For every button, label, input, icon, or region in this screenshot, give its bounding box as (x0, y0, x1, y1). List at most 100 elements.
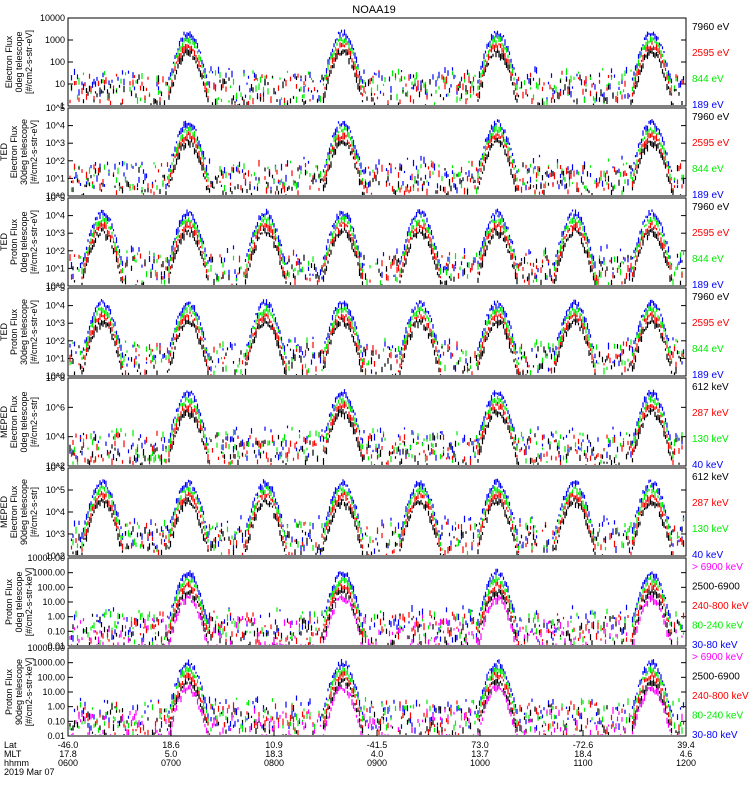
y-tick-label: 10^2 (46, 156, 65, 166)
y-tick-label: 10 (55, 79, 65, 89)
y-axis-label: Proton Flux (9, 218, 19, 265)
legend-entry: 80-240 keV (692, 711, 743, 722)
legend-entry: 287 keV (692, 408, 729, 419)
series-trace (69, 678, 680, 735)
panel-frame (67, 377, 687, 467)
series-trace (69, 389, 683, 463)
y-axis-label: 0deg telescope (19, 391, 29, 452)
series-trace (69, 311, 685, 375)
y-axis-label: Proton Flux (4, 668, 14, 715)
figure-title: NOAA19 (352, 4, 395, 16)
series-trace (70, 317, 682, 375)
y-tick-label: 0.01 (47, 731, 65, 741)
series-trace (78, 215, 685, 285)
tick-hhmm: 1000 (470, 758, 490, 768)
y-axis-label: Proton Flux (4, 578, 14, 625)
y-tick-label: 10^3 (46, 138, 65, 148)
y-tick-label: 1 (60, 101, 65, 111)
tick-mlt: 18.3 (265, 749, 283, 759)
legend-entry: 7960 eV (692, 202, 730, 213)
y-axis-label: [#/cm2-s-str-eV] (29, 120, 39, 184)
legend-entry: > 6900 keV (692, 652, 743, 663)
series-trace (70, 568, 683, 644)
y-axis-label: Electron Flux (4, 35, 14, 88)
legend-entry: 7960 eV (692, 292, 730, 303)
series-trace (72, 587, 680, 645)
legend-entry: 30-80 keV (692, 640, 738, 651)
legend-entry: 7960 eV (692, 22, 730, 33)
legend-entry: 612 keV (692, 382, 729, 393)
y-tick-label: 10^2 (46, 336, 65, 346)
y-tick-label: 10^5 (46, 103, 65, 113)
panel-frame (67, 107, 687, 197)
y-tick-label: 10^4 (46, 211, 65, 221)
y-tick-label: 10^4 (46, 301, 65, 311)
tick-mlt: 5.0 (165, 749, 178, 759)
y-tick-label: 0.10 (47, 716, 65, 726)
series-trace (70, 125, 685, 195)
panel-5: 10^2 10^4 10^6 10^8 MEPED Electron Flux 0deg t… (0, 373, 729, 471)
panel-2: 10^0 10^1 10^2 10^3 10^4 10^5 TED Electron Flux… (0, 103, 730, 201)
panel-1: 1 10 100 1000 10000 Electron Flux 0deg telesco… (4, 13, 730, 111)
tick-hhmm: 1100 (573, 758, 592, 768)
tick-mlt: 13.7 (471, 749, 489, 759)
legend-entry: > 6900 keV (692, 562, 743, 573)
y-tick-label: 10^3 (46, 529, 65, 539)
tick-lat: -46.0 (58, 740, 79, 750)
series-trace (72, 575, 685, 645)
y-axis-label: 90deg telescope (14, 659, 24, 725)
series-trace (70, 491, 685, 555)
y-tick-label: 10^3 (46, 318, 65, 328)
y-tick-label: 10000.00 (27, 553, 65, 563)
footer-row-label: MLT (4, 749, 22, 759)
y-axis-label: TED (0, 322, 9, 341)
y-axis-label: Proton Flux (9, 308, 19, 355)
y-tick-label: 10^4 (46, 121, 65, 131)
legend-entry: 2595 eV (692, 138, 730, 149)
y-tick-label: 10^5 (46, 283, 65, 293)
series-trace (70, 137, 685, 195)
y-tick-label: 10^0 (46, 371, 65, 381)
y-tick-label: 0.10 (47, 626, 65, 636)
series-trace (72, 484, 685, 555)
legend-entry: 844 eV (692, 254, 724, 265)
tick-lat: -41.5 (367, 740, 388, 750)
legend-entry: 240-800 keV (692, 691, 749, 702)
legend-entry: 189 eV (692, 370, 724, 381)
legend-entry: 240-800 keV (692, 601, 749, 612)
tick-lat: -72.6 (573, 740, 594, 750)
legend-entry: 189 eV (692, 280, 724, 291)
y-axis-label: Electron Flux (9, 395, 19, 448)
legend-entry: 844 eV (692, 344, 724, 355)
y-tick-label: 1.00 (47, 702, 65, 712)
legend-entry: 40 keV (692, 460, 723, 471)
y-tick-label: 0.01 (47, 641, 65, 651)
y-tick-label: 10^3 (46, 228, 65, 238)
tick-hhmm: 0600 (58, 758, 78, 768)
legend-entry: 844 eV (692, 74, 724, 85)
tick-lat: 18.6 (162, 740, 180, 750)
legend-entry: 130 keV (692, 524, 729, 535)
panel-3: 10^0 10^1 10^2 10^3 10^4 10^5 TED Proton Flux 0d… (0, 193, 730, 291)
y-tick-label: 1000.00 (32, 658, 65, 668)
legend-entry: 2500-6900 (692, 672, 740, 683)
y-axis-label: 0deg telescope (14, 571, 24, 632)
legend-entry: 2595 eV (692, 48, 730, 59)
y-axis-label: [#/cm2-s-str-eV] (29, 300, 39, 364)
series-trace (70, 34, 677, 105)
tick-mlt: 4.0 (371, 749, 384, 759)
series-trace (69, 304, 683, 375)
y-tick-label: 10^5 (46, 485, 65, 495)
panel-4: 10^0 10^1 10^2 10^3 10^4 10^5 TED Proton Flux 30… (0, 283, 730, 381)
y-axis-label: [#/cm2-s-str] (29, 397, 39, 447)
series-trace (70, 47, 685, 105)
series-trace (69, 221, 683, 285)
tick-lat: 39.4 (677, 740, 695, 750)
y-tick-label: 100.00 (37, 672, 65, 682)
y-tick-label: 10^8 (46, 373, 65, 383)
y-axis-label: Electron Flux (9, 485, 19, 538)
y-tick-label: 1.00 (47, 612, 65, 622)
y-axis-label: [#/cm2-s-str-eV] (29, 210, 39, 274)
legend-entry: 130 keV (692, 434, 729, 445)
tick-hhmm: 0900 (367, 758, 387, 768)
